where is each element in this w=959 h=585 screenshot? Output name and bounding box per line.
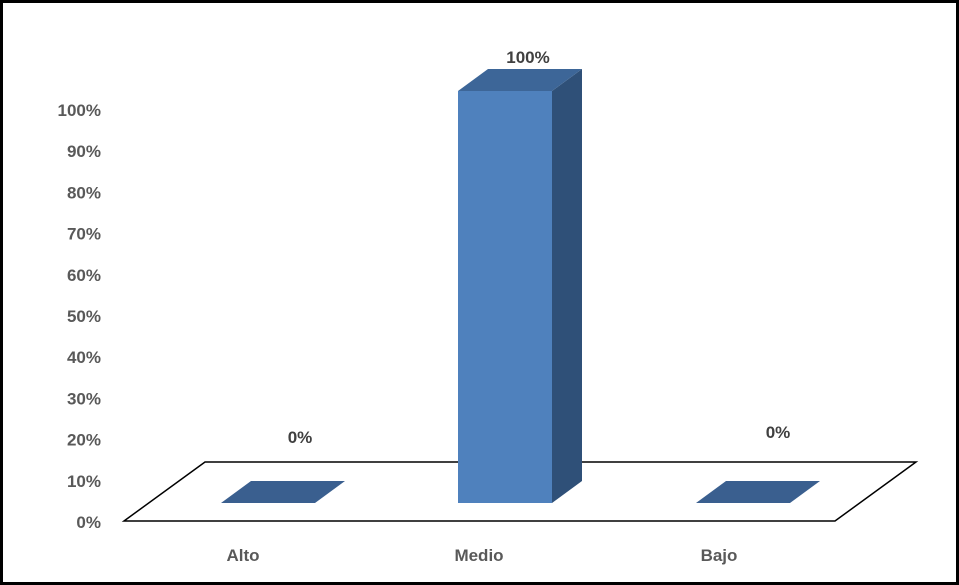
category-label-alto: Alto: [226, 546, 259, 565]
y-tick-label: 80%: [67, 183, 101, 202]
bar-medio: [458, 69, 582, 503]
y-tick-label: 20%: [67, 431, 101, 450]
category-label-bajo: Bajo: [701, 546, 738, 565]
bar-zero-face: [696, 481, 820, 503]
y-tick-label: 90%: [67, 142, 101, 161]
y-tick-label: 100%: [58, 101, 101, 120]
bar-top-face: [458, 69, 582, 91]
y-tick-label: 50%: [67, 307, 101, 326]
data-label-medio: 100%: [506, 48, 549, 67]
bar-series: [221, 69, 820, 503]
y-tick-label: 70%: [67, 225, 101, 244]
data-labels: 0% 100% 0%: [288, 48, 791, 447]
y-tick-label: 30%: [67, 389, 101, 408]
y-tick-label: 40%: [67, 348, 101, 367]
data-label-bajo: 0%: [766, 423, 791, 442]
y-tick-label: 10%: [67, 472, 101, 491]
category-label-medio: Medio: [454, 546, 503, 565]
y-tick-label: 60%: [67, 266, 101, 285]
bar-bajo: [696, 481, 820, 503]
bar-side-face: [552, 69, 582, 503]
bar-alto: [221, 481, 345, 503]
y-axis: 0% 10% 20% 30% 40% 50% 60% 70% 80% 90% 100%: [58, 101, 101, 532]
x-axis: Alto Medio Bajo: [226, 546, 737, 565]
data-label-alto: 0%: [288, 428, 313, 447]
y-tick-label: 0%: [76, 513, 101, 532]
bar-zero-face: [221, 481, 345, 503]
bar-front-face: [458, 91, 552, 503]
